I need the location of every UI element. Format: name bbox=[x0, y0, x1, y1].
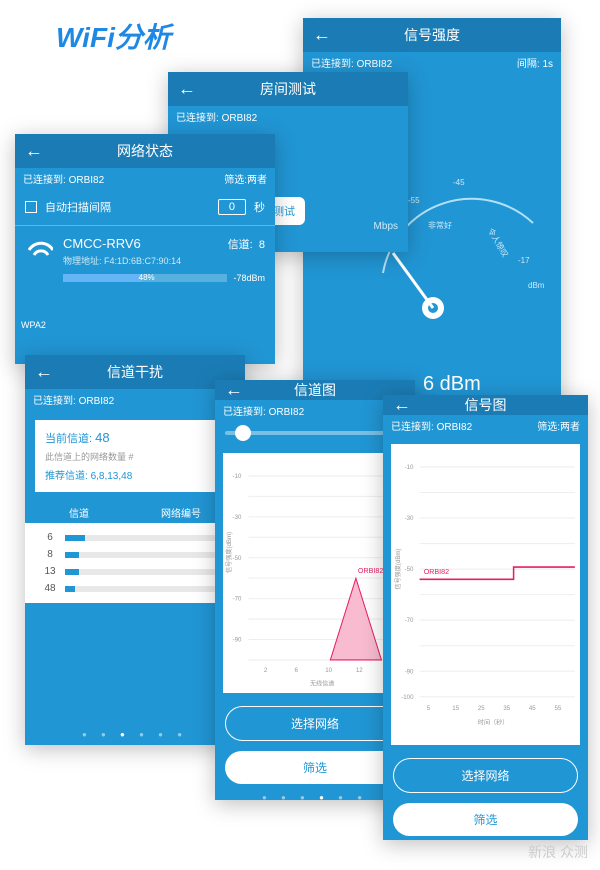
title: 信道干扰 bbox=[107, 362, 163, 382]
slider-thumb[interactable] bbox=[235, 425, 251, 441]
svg-text:-50: -50 bbox=[233, 555, 242, 562]
svg-text:-70: -70 bbox=[233, 596, 242, 603]
topbar: ← 信道干扰 bbox=[25, 355, 245, 389]
status-strip: 已连接到: ORBI82 筛选:两者 bbox=[15, 168, 275, 189]
watermark: 新浪 众测 bbox=[528, 842, 588, 862]
svg-text:dBm: dBm bbox=[528, 281, 545, 290]
back-icon[interactable]: ← bbox=[313, 25, 331, 46]
title: 房间测试 bbox=[260, 79, 316, 99]
svg-text:15: 15 bbox=[452, 705, 459, 712]
back-icon[interactable]: ← bbox=[393, 395, 411, 416]
title: 信号强度 bbox=[404, 25, 460, 45]
ssid: CMCC-RRV6 bbox=[63, 236, 141, 252]
svg-text:时间（秒）: 时间（秒） bbox=[478, 718, 509, 726]
svg-text:无线信道: 无线信道 bbox=[310, 679, 335, 687]
svg-text:信号强度(dBm): 信号强度(dBm) bbox=[225, 532, 233, 573]
status-strip: 已连接到: ORBI82 bbox=[168, 106, 408, 127]
screen-channel-interf: ← 信道干扰 已连接到: ORBI82 当前信道: 48 此信道上的网络数量 #… bbox=[25, 355, 245, 745]
svg-text:-10: -10 bbox=[233, 473, 242, 480]
svg-text:12: 12 bbox=[356, 667, 363, 674]
svg-text:令人惊叹: 令人惊叹 bbox=[486, 226, 511, 259]
page-title: WiFi分析 bbox=[56, 16, 171, 56]
svg-text:非常好: 非常好 bbox=[428, 220, 452, 230]
security-badge: WPA2 bbox=[21, 320, 46, 330]
svg-text:-50: -50 bbox=[405, 566, 414, 573]
back-icon[interactable]: ← bbox=[35, 362, 53, 383]
svg-text:10: 10 bbox=[325, 667, 332, 674]
back-icon[interactable]: ← bbox=[25, 141, 43, 162]
svg-text:-45: -45 bbox=[453, 178, 465, 187]
svg-text:ORBI82: ORBI82 bbox=[358, 567, 383, 575]
filter-button[interactable]: 筛选 bbox=[225, 751, 405, 784]
topbar: ← 信号强度 bbox=[303, 18, 561, 52]
svg-text:-100: -100 bbox=[401, 694, 414, 701]
table-row: 8 bbox=[25, 546, 245, 563]
svg-text:25: 25 bbox=[478, 705, 485, 712]
wifi-icon bbox=[25, 236, 53, 264]
title: 网络状态 bbox=[117, 141, 173, 161]
svg-text:信号强度(dBm): 信号强度(dBm) bbox=[394, 548, 402, 589]
topbar: ← 网络状态 bbox=[15, 134, 275, 168]
svg-text:-55: -55 bbox=[408, 196, 420, 205]
seconds-input[interactable]: 0 bbox=[218, 199, 246, 215]
table-row: 13 bbox=[25, 563, 245, 580]
svg-text:45: 45 bbox=[529, 705, 536, 712]
table-row: 48 bbox=[25, 580, 245, 597]
auto-scan-checkbox[interactable] bbox=[25, 201, 37, 213]
svg-text:-10: -10 bbox=[405, 464, 414, 471]
svg-text:ORBI82: ORBI82 bbox=[424, 568, 449, 576]
channel-bars: 6 8 13 48 bbox=[25, 523, 245, 603]
select-network-button[interactable]: 选择网络 bbox=[225, 706, 405, 741]
back-icon[interactable]: ← bbox=[225, 380, 243, 401]
svg-text:-70: -70 bbox=[405, 617, 414, 624]
select-network-button[interactable]: 选择网络 bbox=[393, 758, 578, 793]
dbm-value: 6 dBm bbox=[423, 373, 481, 396]
status-strip: 已连接到: ORBI82 间隔: 1s bbox=[303, 52, 561, 73]
screen-network-status: ← 网络状态 已连接到: ORBI82 筛选:两者 自动扫描间隔 0 秒 CMC… bbox=[15, 134, 275, 364]
slider[interactable] bbox=[225, 431, 405, 435]
svg-text:6: 6 bbox=[295, 667, 299, 674]
svg-text:-30: -30 bbox=[405, 515, 414, 522]
back-icon[interactable]: ← bbox=[178, 79, 196, 100]
svg-text:-90: -90 bbox=[233, 637, 242, 644]
svg-text:55: 55 bbox=[554, 705, 561, 712]
svg-text:2: 2 bbox=[264, 667, 268, 674]
svg-text:-30: -30 bbox=[233, 514, 242, 521]
screen-signal-graph: ←信号图 已连接到: ORBI82筛选:两者 -10 -30 -50 -70 -… bbox=[383, 395, 588, 840]
svg-text:-90: -90 bbox=[405, 668, 414, 675]
title: 信道图 bbox=[294, 380, 336, 400]
signal-chart: -10 -30 -50 -70 -90 -100 5 15 25 35 45 55 O… bbox=[391, 444, 580, 745]
svg-text:35: 35 bbox=[503, 705, 510, 712]
table-row: 6 bbox=[25, 529, 245, 546]
svg-text:5: 5 bbox=[427, 705, 431, 712]
filter-button[interactable]: 筛选 bbox=[393, 803, 578, 836]
title: 信号图 bbox=[465, 395, 507, 415]
channel-chart: -10 -30 -50 -70 -90 26 101214 ORBI82 信号强… bbox=[223, 453, 407, 693]
topbar: ← 房间测试 bbox=[168, 72, 408, 106]
svg-text:-17: -17 bbox=[518, 256, 530, 265]
